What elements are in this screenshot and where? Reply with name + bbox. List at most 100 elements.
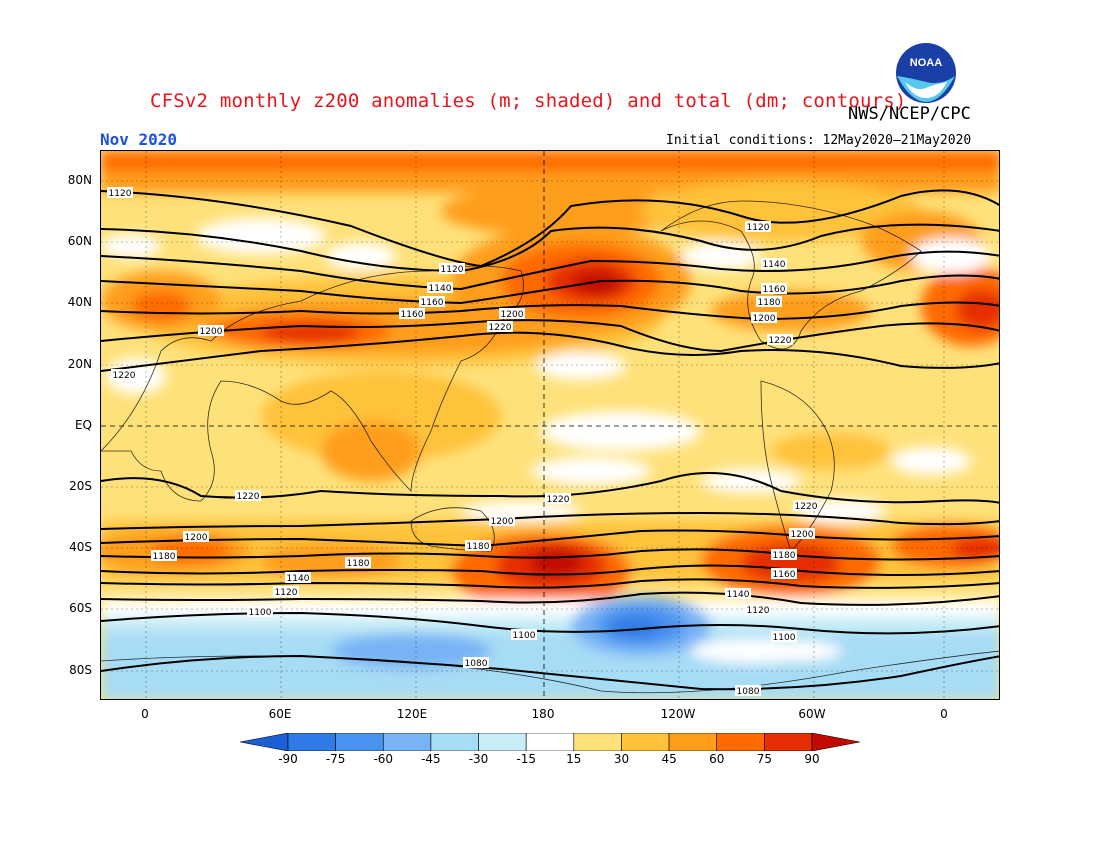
contour-label: 1220 bbox=[487, 321, 513, 333]
colorbar-label: -15 bbox=[516, 752, 536, 766]
svg-text:1220: 1220 bbox=[769, 336, 792, 346]
svg-text:1180: 1180 bbox=[758, 298, 781, 308]
forecast-month: Nov 2020 bbox=[100, 130, 178, 149]
svg-text:1100: 1100 bbox=[773, 633, 796, 643]
contour-label: 1200 bbox=[489, 515, 515, 527]
contour-label: 1200 bbox=[789, 528, 815, 540]
colorbar-segment bbox=[573, 733, 622, 751]
contour-label: 1160 bbox=[771, 568, 797, 580]
svg-text:1160: 1160 bbox=[763, 285, 786, 295]
contour-label: 1200 bbox=[198, 325, 224, 337]
lat-label-20s: 20S bbox=[69, 479, 92, 493]
contour-label: 1180 bbox=[771, 549, 797, 561]
lon-label-60e: 60E bbox=[268, 707, 292, 721]
svg-text:1180: 1180 bbox=[467, 542, 490, 552]
svg-text:1100: 1100 bbox=[513, 631, 536, 641]
colorbar-segment bbox=[335, 733, 384, 751]
lat-label-80s: 80S bbox=[69, 663, 92, 677]
noaa-logo-icon: NOAA bbox=[896, 43, 956, 103]
contour-label: 1100 bbox=[247, 606, 273, 618]
organization-label: NWS/NCEP/CPC bbox=[848, 104, 971, 124]
colorbar-label: 90 bbox=[804, 752, 820, 766]
colorbar-label: 30 bbox=[613, 752, 630, 766]
contour-label: 1080 bbox=[735, 685, 761, 697]
colorbar-segment bbox=[668, 733, 718, 751]
lat-label-80n: 80N bbox=[67, 173, 92, 187]
contour-label: 1200 bbox=[499, 308, 525, 320]
initial-conditions: Initial conditions: 12May2020–21May2020 bbox=[666, 133, 972, 148]
contour-label: 1180 bbox=[345, 557, 371, 569]
contour-label: 1140 bbox=[725, 588, 751, 600]
contour-label: 1220 bbox=[235, 490, 261, 502]
colorbar-label: 75 bbox=[756, 752, 772, 766]
lon-label-120e: 120E bbox=[396, 707, 428, 721]
colorbar-segment bbox=[525, 733, 575, 751]
contour-label: 1100 bbox=[771, 631, 797, 643]
colorbar-segment bbox=[716, 733, 765, 751]
contour-label: 1120 bbox=[745, 221, 771, 233]
contour-label: 1180 bbox=[465, 540, 491, 552]
contour-label: 1160 bbox=[761, 283, 787, 295]
contour-label: 1220 bbox=[545, 493, 571, 505]
svg-text:1200: 1200 bbox=[491, 517, 514, 527]
contour-labels: 1120 1120 1120 1140 1140 1160 1160 1160 … bbox=[107, 187, 819, 697]
contour-label: 1140 bbox=[427, 282, 453, 294]
colorbar-label: 60 bbox=[709, 752, 725, 766]
lon-label-120w: 120W bbox=[660, 707, 696, 721]
contour-label: 1220 bbox=[111, 369, 137, 381]
contour-label: 1120 bbox=[439, 263, 465, 275]
svg-text:1100: 1100 bbox=[249, 608, 272, 618]
svg-text:1140: 1140 bbox=[727, 590, 750, 600]
contour-label: 1080 bbox=[463, 657, 489, 669]
svg-text:1220: 1220 bbox=[547, 495, 570, 505]
lat-label-40n: 40N bbox=[67, 295, 92, 309]
svg-text:1180: 1180 bbox=[347, 559, 370, 569]
colorbar-label: 45 bbox=[661, 752, 677, 766]
contour-label: 1120 bbox=[745, 604, 771, 616]
colorbar-label: -45 bbox=[421, 752, 441, 766]
colorbar-segment bbox=[811, 733, 860, 751]
anomaly-map: 1120 1120 1120 1140 1140 1160 1160 1160 … bbox=[100, 150, 1000, 700]
contour-label: 1140 bbox=[761, 258, 787, 270]
contour-label: 1220 bbox=[793, 500, 819, 512]
contour-label: 1120 bbox=[273, 586, 299, 598]
svg-text:1220: 1220 bbox=[113, 371, 136, 381]
contour-label: 1160 bbox=[419, 296, 445, 308]
colorbar-segment bbox=[621, 733, 670, 751]
contour-label: 1180 bbox=[151, 550, 177, 562]
svg-text:1140: 1140 bbox=[287, 574, 310, 584]
svg-text:1200: 1200 bbox=[501, 310, 524, 320]
contour-label: 1140 bbox=[285, 572, 311, 584]
colorbar-segment bbox=[430, 733, 479, 751]
contour-label: 1220 bbox=[767, 334, 793, 346]
svg-text:1080: 1080 bbox=[465, 659, 488, 669]
colorbar-segment bbox=[287, 733, 336, 751]
lat-label-20n: 20N bbox=[67, 357, 92, 371]
colorbar-segment bbox=[382, 733, 432, 751]
svg-text:1140: 1140 bbox=[763, 260, 786, 270]
colorbar-label: -90 bbox=[278, 752, 298, 766]
svg-text:1220: 1220 bbox=[237, 492, 260, 502]
svg-text:1120: 1120 bbox=[747, 606, 770, 616]
contour-label: 1100 bbox=[511, 629, 537, 641]
lon-label-180: 180 bbox=[531, 707, 555, 721]
svg-text:1180: 1180 bbox=[153, 552, 176, 562]
svg-text:1160: 1160 bbox=[401, 310, 424, 320]
contour-label: 1120 bbox=[107, 187, 133, 199]
svg-text:1200: 1200 bbox=[753, 314, 776, 324]
chart-title: CFSv2 monthly z200 anomalies (m; shaded)… bbox=[150, 90, 907, 112]
svg-text:1120: 1120 bbox=[275, 588, 298, 598]
colorbar-label: 15 bbox=[566, 752, 582, 766]
svg-text:1160: 1160 bbox=[773, 570, 796, 580]
lat-label-40s: 40S bbox=[69, 540, 92, 554]
lat-label-eq: EQ bbox=[74, 418, 92, 432]
colorbar-label: -75 bbox=[325, 752, 346, 766]
svg-text:1220: 1220 bbox=[489, 323, 512, 333]
svg-text:1120: 1120 bbox=[109, 189, 132, 199]
svg-text:1120: 1120 bbox=[747, 223, 770, 233]
colorbar-label: -60 bbox=[373, 752, 394, 766]
lat-label-60s: 60S bbox=[69, 601, 92, 615]
contour-label: 1200 bbox=[183, 531, 209, 543]
svg-text:1160: 1160 bbox=[421, 298, 444, 308]
contour-label: 1200 bbox=[751, 312, 777, 324]
